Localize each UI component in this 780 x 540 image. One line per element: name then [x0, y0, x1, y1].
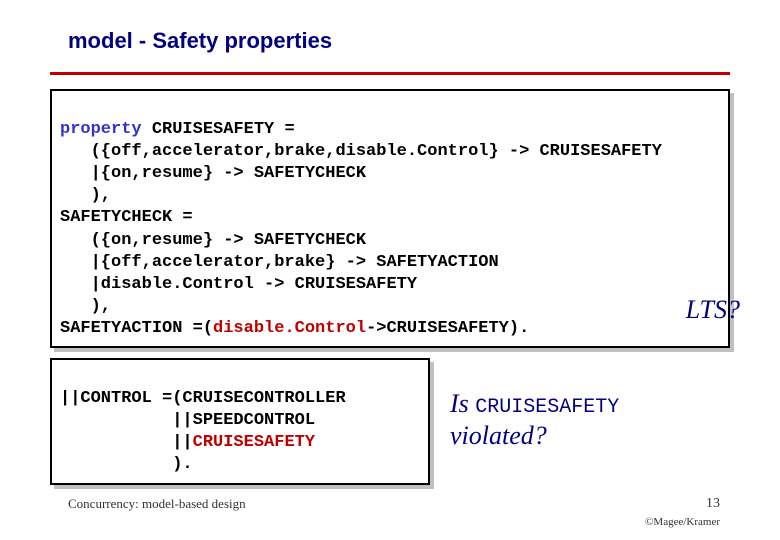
- second-row: ||CONTROL =(CRUISECONTROLLER ||SPEEDCONT…: [50, 358, 730, 494]
- title-underline: [50, 72, 730, 75]
- keyword-property: property: [60, 120, 142, 139]
- code-block-control: ||CONTROL =(CRUISECONTROLLER ||SPEEDCONT…: [50, 358, 430, 484]
- code-line: ||CONTROL =(CRUISECONTROLLER: [60, 389, 346, 408]
- page-number: 13: [706, 496, 720, 512]
- code-line: ||SPEEDCONTROL: [60, 411, 315, 430]
- code-line: SAFETYCHECK =: [60, 208, 193, 227]
- slide-title: model - Safety properties: [50, 28, 730, 54]
- code-text: ||: [60, 433, 193, 452]
- code-line: ),: [60, 186, 111, 205]
- code-line: ({off,accelerator,brake,disable.Control}…: [60, 142, 662, 161]
- code-line: ),: [60, 297, 111, 316]
- highlight-cruisesafety: CRUISESAFETY: [193, 433, 315, 452]
- q-text: Is: [450, 389, 475, 418]
- code-line: |disable.Control -> CRUISESAFETY: [60, 275, 417, 294]
- violation-question: Is CRUISESAFETY violated?: [450, 388, 619, 451]
- code-text: SAFETYACTION: [60, 319, 182, 338]
- code-text: ->CRUISESAFETY).: [366, 319, 529, 338]
- code-line: ({on,resume} -> SAFETYCHECK: [60, 231, 366, 250]
- code-line: ).: [60, 455, 193, 474]
- code-text: =(: [182, 319, 213, 338]
- code-text: CRUISESAFETY =: [142, 120, 295, 139]
- lts-question: LTS?: [686, 295, 740, 325]
- highlight-disable: disable.Control: [213, 319, 366, 338]
- q-code: CRUISESAFETY: [475, 396, 619, 419]
- copyright: ©Magee/Kramer: [645, 516, 720, 528]
- code-line: |{on,resume} -> SAFETYCHECK: [60, 164, 366, 183]
- code-line: |{off,accelerator,brake} -> SAFETYACTION: [60, 253, 499, 272]
- q-text: violated?: [450, 421, 547, 450]
- code-block-safety: property CRUISESAFETY = ({off,accelerato…: [50, 89, 730, 348]
- footer-text: Concurrency: model-based design: [68, 496, 246, 512]
